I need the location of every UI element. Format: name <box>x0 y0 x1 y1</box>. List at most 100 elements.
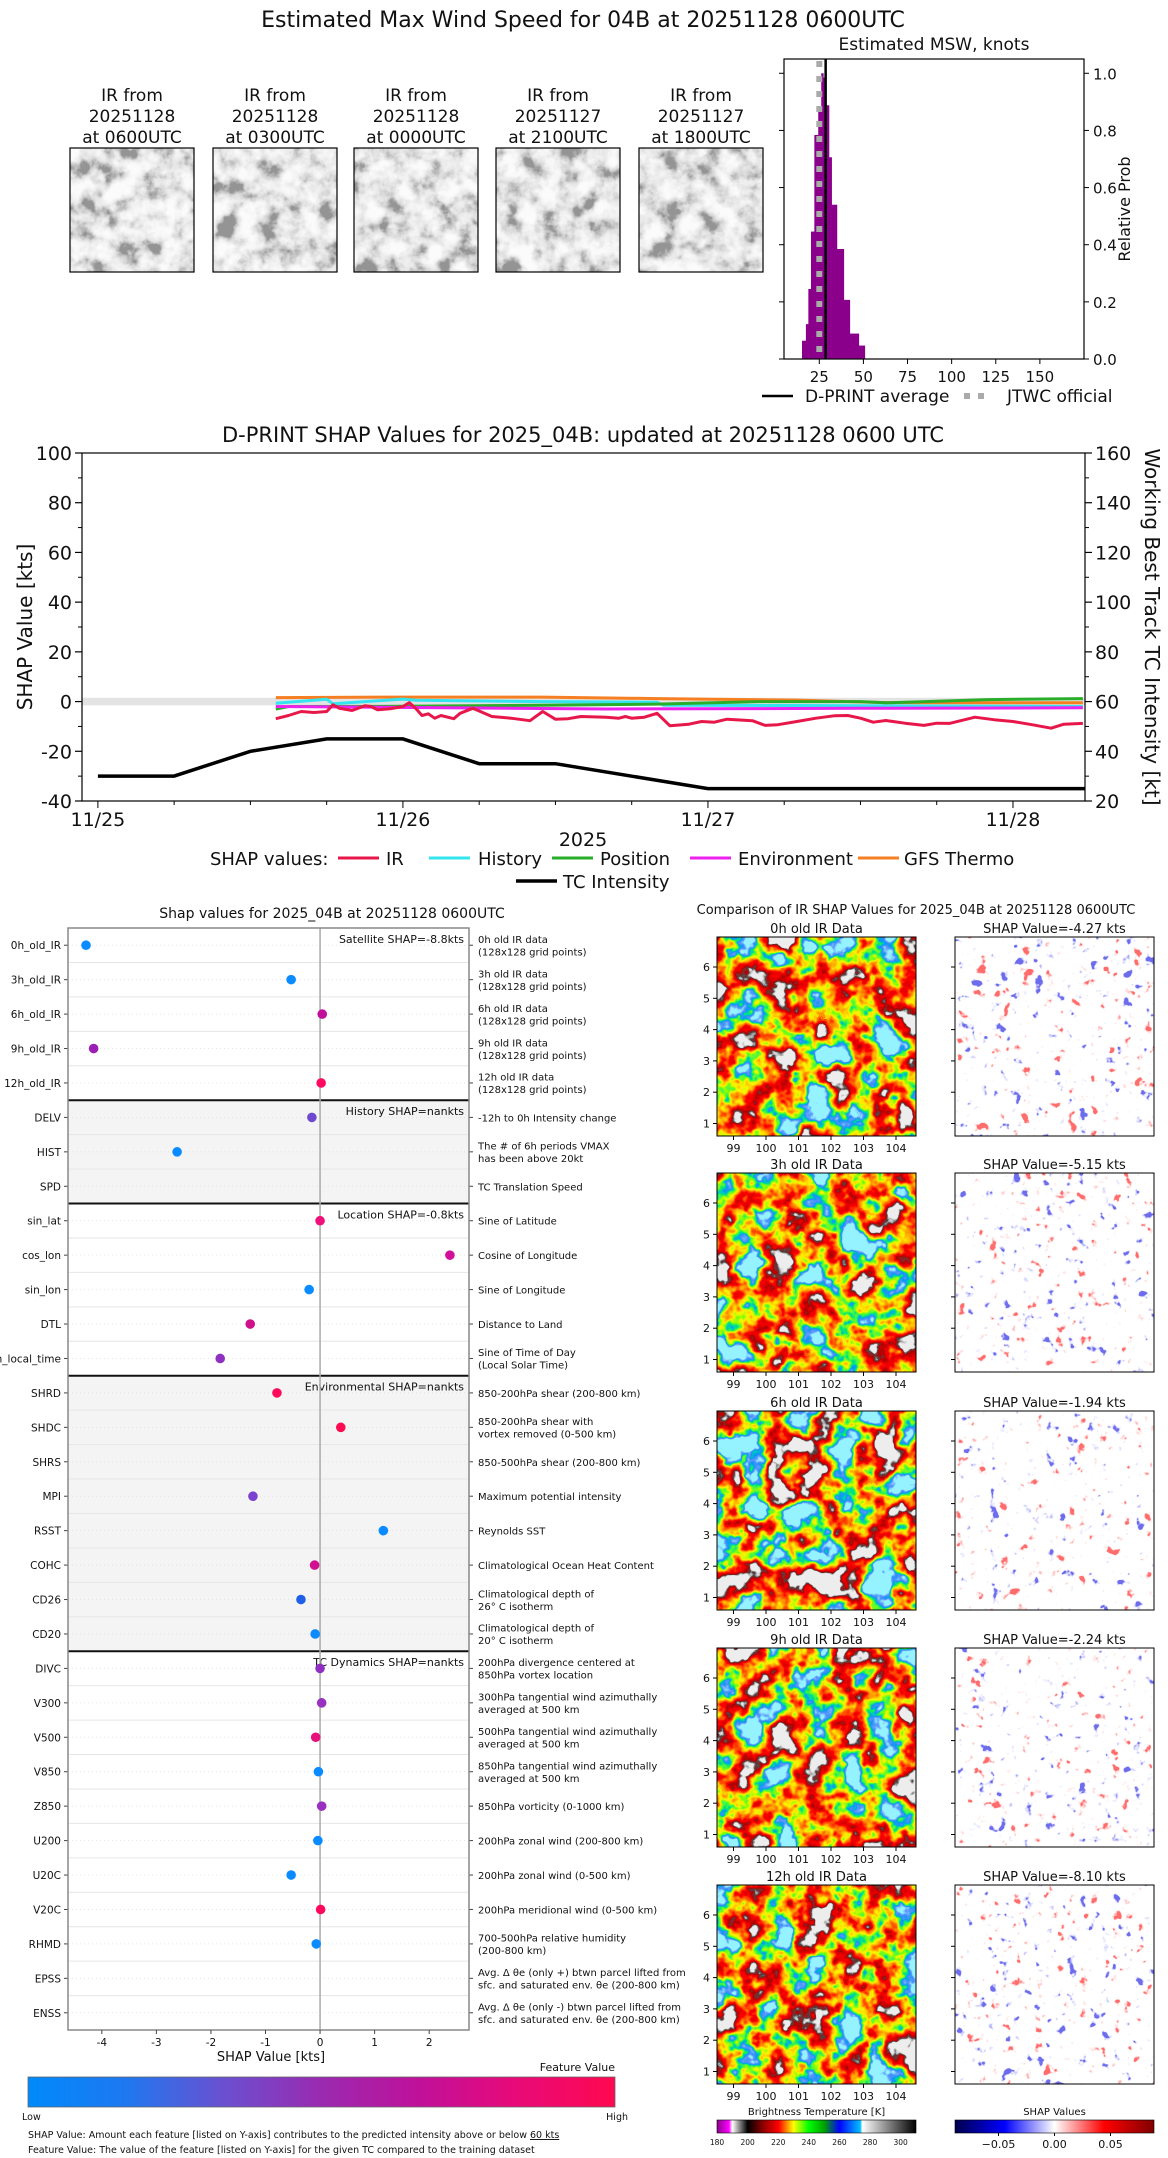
feature-chart-frame <box>67 927 470 2031</box>
latitude-tick-label: 1 <box>703 1118 710 1131</box>
feature-description: 3h old IR data <box>478 969 548 980</box>
thumbnail-time: at 2100UTC <box>508 128 607 148</box>
longitude-tick-label: 101 <box>788 1378 809 1391</box>
feature-description: Climatological depth of <box>478 1624 594 1635</box>
histogram-bar <box>858 345 866 359</box>
feature-description: vortex removed (0-500 km) <box>478 1430 616 1441</box>
brightness-temperature-colorbar <box>716 2119 917 2134</box>
bt-tick-label: 300 <box>894 2138 909 2147</box>
thumbnail-date: 20251127 <box>658 107 745 127</box>
feature-description: 0h old IR data <box>478 935 548 946</box>
feature-description: averaged at 500 km <box>478 1740 580 1751</box>
legend-label: History <box>478 849 542 870</box>
y-tick-label: -40 <box>41 791 72 813</box>
y-right-tick-label: 100 <box>1095 592 1131 614</box>
x-tick-label: 11/26 <box>376 809 431 831</box>
shap-point-v850 <box>313 1766 324 1777</box>
longitude-tick-label: 99 <box>727 2090 741 2103</box>
latitude-tick-label: 1 <box>703 1592 710 1605</box>
y-tick-label: 0.8 <box>1093 122 1117 140</box>
feature-description: 850-200hPa shear with <box>478 1417 593 1428</box>
legend-label: GFS Thermo <box>904 849 1014 870</box>
shap-panel-frame <box>954 1647 1155 1848</box>
ir-panel-title: 9h old IR Data <box>770 1633 863 1648</box>
thumbnail-date: 20251128 <box>232 107 319 127</box>
longitude-tick-label: 100 <box>756 1142 777 1155</box>
shap-point-u200 <box>313 1835 323 1846</box>
latitude-tick-label: 3 <box>703 1766 710 1779</box>
shap-point-shrd <box>272 1388 282 1398</box>
y-tick-label: 0.6 <box>1093 180 1117 198</box>
feature-label: MPI <box>43 1491 62 1503</box>
feature-description: 200hPa divergence centered at <box>478 1658 635 1669</box>
feature-description: Climatological depth of <box>478 1589 594 1600</box>
x-tick-label: 11/25 <box>71 809 126 831</box>
histogram-bar <box>821 73 824 360</box>
shap-point-rhmd <box>311 1939 322 1949</box>
feature-description: 850hPa vortex location <box>478 1671 593 1682</box>
feature-description: 26° C isotherm <box>478 1602 553 1613</box>
legend-dprint-label: D-PRINT average <box>805 387 949 407</box>
shap-feature-chart: Shap values for 2025_04B at 20251128 060… <box>0 906 686 2156</box>
latitude-tick-label: 5 <box>703 1703 710 1716</box>
feature-description: 850-200hPa shear (200-800 km) <box>478 1389 641 1400</box>
legend-label: IR <box>386 849 404 870</box>
ir-thumbnail-image <box>70 148 194 272</box>
y-tick-label: 1.0 <box>1093 65 1117 83</box>
feature-description: 20° C isotherm <box>478 1636 553 1647</box>
thumbnail-time: at 0000UTC <box>366 128 465 148</box>
footnote-feature-value: Feature Value: The value of the feature … <box>28 2145 535 2156</box>
latitude-tick-label: 6 <box>703 961 710 974</box>
longitude-tick-label: 99 <box>727 1378 741 1391</box>
latitude-tick-label: 4 <box>703 1735 710 1748</box>
feature-label: SHDC <box>31 1422 61 1434</box>
latitude-tick-label: 5 <box>703 1228 710 1241</box>
latitude-tick-label: 5 <box>703 992 710 1005</box>
feature-description: (128x128 grid points) <box>478 982 587 993</box>
ir-panel-title: 12h old IR Data <box>766 1870 867 1885</box>
ir-shap-map <box>955 1173 1154 1372</box>
feature-description: The # of 6h periods VMAX <box>477 1142 610 1153</box>
series-line-history <box>275 697 1083 708</box>
x-tick-label: 0 <box>317 2037 324 2049</box>
x-tick-label: 11/28 <box>986 809 1041 831</box>
shap-point-delv <box>307 1112 317 1123</box>
feature-description: Climatological Ocean Heat Content <box>478 1561 654 1572</box>
y-tick-label: 60 <box>48 542 72 564</box>
shap-point-dtl <box>245 1319 256 1329</box>
histogram-bar <box>829 157 832 359</box>
feature-description: averaged at 500 km <box>478 1774 580 1785</box>
feature-label: 12h_old_IR <box>4 1078 61 1090</box>
colorbar-low-label: Low <box>22 2112 41 2123</box>
feature-description: sfc. and saturated env. θe (200-800 km) <box>478 1981 680 1992</box>
thumbnail-frame <box>638 147 764 273</box>
shap-point-sin_lon <box>304 1284 314 1295</box>
longitude-tick-label: 101 <box>788 1142 809 1155</box>
ir-panel-frame <box>716 1410 917 1611</box>
x-tick-label: 50 <box>854 368 873 386</box>
longitude-tick-label: 104 <box>886 1142 907 1155</box>
latitude-tick-label: 1 <box>703 1829 710 1842</box>
latitude-tick-label: 3 <box>703 1291 710 1304</box>
latitude-tick-label: 4 <box>703 1972 710 1985</box>
shap-point-cd20 <box>310 1629 320 1639</box>
ir-brightness-image <box>717 937 916 1136</box>
shap-point-u20c <box>286 1870 296 1880</box>
tc-intensity-line <box>97 737 1085 791</box>
x-tick-label: -3 <box>151 2037 161 2049</box>
latitude-tick-label: 2 <box>703 1560 710 1573</box>
feature-description: (200-800 km) <box>478 1946 546 1957</box>
longitude-tick-label: 100 <box>756 1616 777 1629</box>
y-tick-label: 0 <box>60 692 72 714</box>
shap-point-12h_old_ir <box>316 1078 326 1088</box>
y-tick-label: -20 <box>41 741 72 763</box>
ir-shap-map <box>955 1411 1154 1610</box>
bt-tick-label: 180 <box>710 2138 725 2147</box>
histogram-bar <box>831 204 838 359</box>
histogram-bar <box>808 289 812 359</box>
ir-panel-title: 6h old IR Data <box>770 1396 863 1411</box>
feature-description: Avg. Δ θe (only -) btwn parcel lifted fr… <box>478 2003 681 2014</box>
ir-brightness-image <box>717 1648 916 1847</box>
y-tick-label: 80 <box>48 493 72 515</box>
feature-description: 200hPa zonal wind (200-800 km) <box>478 1837 643 1848</box>
